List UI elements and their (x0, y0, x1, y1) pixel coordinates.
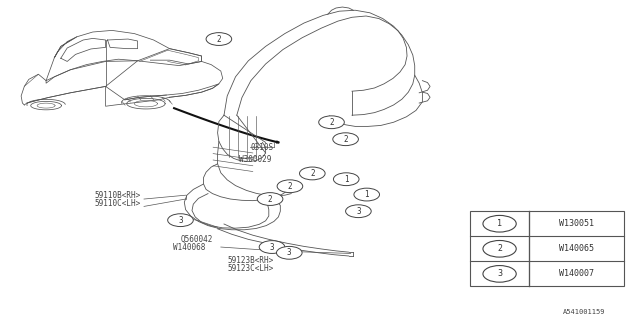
Text: 3: 3 (178, 216, 183, 225)
Bar (470, 211, 624, 286)
Text: A541001159: A541001159 (563, 309, 605, 315)
Circle shape (277, 180, 303, 193)
Text: Q560042: Q560042 (181, 235, 214, 244)
Circle shape (206, 33, 232, 45)
Text: 3: 3 (497, 269, 502, 278)
Circle shape (483, 266, 516, 282)
Circle shape (333, 133, 358, 146)
Circle shape (257, 193, 283, 205)
Text: 2: 2 (287, 182, 292, 191)
Text: 3: 3 (287, 248, 292, 257)
Circle shape (259, 241, 285, 253)
Text: 2: 2 (216, 35, 221, 44)
Text: 2: 2 (497, 244, 502, 253)
Text: 59123B<RH>: 59123B<RH> (227, 256, 273, 265)
Text: 3: 3 (269, 243, 275, 252)
Circle shape (276, 246, 302, 259)
Circle shape (319, 116, 344, 129)
Text: W140068: W140068 (173, 243, 205, 252)
Circle shape (333, 173, 359, 186)
Text: 59123C<LH>: 59123C<LH> (227, 264, 273, 273)
Text: W140007: W140007 (559, 269, 594, 278)
Circle shape (346, 205, 371, 218)
Circle shape (300, 167, 325, 180)
Text: 2: 2 (268, 195, 273, 204)
Text: 0310S: 0310S (251, 143, 274, 152)
Text: 59110B<RH>: 59110B<RH> (95, 191, 141, 200)
Circle shape (483, 215, 516, 232)
Text: 3: 3 (356, 207, 361, 216)
Circle shape (483, 241, 516, 257)
Text: 2: 2 (329, 118, 334, 127)
Text: W140065: W140065 (559, 244, 594, 253)
Circle shape (168, 214, 193, 227)
Text: 2: 2 (310, 169, 315, 178)
Text: 1: 1 (364, 190, 369, 199)
Text: 59110C<LH>: 59110C<LH> (95, 199, 141, 208)
Text: W130051: W130051 (559, 219, 594, 228)
Text: 1: 1 (344, 175, 349, 184)
Text: 1: 1 (497, 219, 502, 228)
Circle shape (354, 188, 380, 201)
Text: 2: 2 (343, 135, 348, 144)
Text: W300029: W300029 (239, 155, 272, 164)
